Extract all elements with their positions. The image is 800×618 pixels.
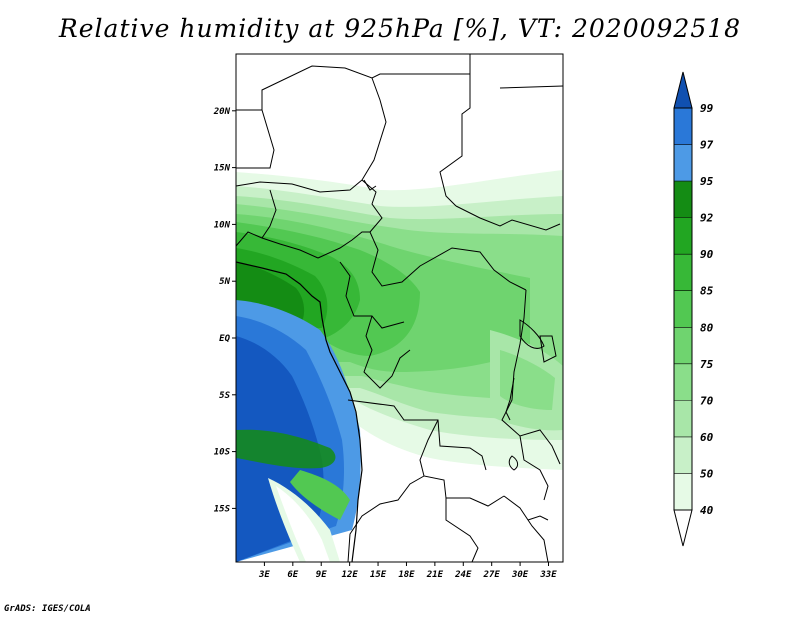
colorbar-label-9: 95 (700, 175, 714, 188)
lakes (363, 179, 557, 521)
coastline (235, 261, 363, 563)
colorbar-label-7: 90 (700, 248, 714, 261)
map-frame (235, 53, 564, 563)
lat-tick-label-7: 15S (214, 504, 231, 514)
lon-tick-label-7: 24E (454, 570, 472, 580)
colorbar: 40 50 60 70 75 80 85 90 92 95 97 99 (673, 71, 714, 547)
lon-tick-label-4: 15E (370, 570, 387, 580)
colorbar-label-10: 97 (700, 139, 714, 152)
chart-title: Relative humidity at 925hPa [%], VT: 202… (58, 14, 742, 43)
colorbar-segment-2 (674, 400, 692, 437)
lat-tick-label-2: 10N (214, 220, 231, 230)
colorbar-label-8: 92 (700, 212, 714, 225)
colorbar-label-1: 50 (700, 467, 714, 480)
colorbar-label-11: 99 (700, 102, 714, 115)
colorbar-label-3: 70 (700, 394, 714, 407)
colorbar-label-4: 75 (700, 358, 714, 371)
colorbar-segment-6 (674, 254, 692, 291)
lat-tick-label-5: 5S (219, 391, 230, 401)
colorbar-top-arrow (673, 71, 693, 109)
lon-tick-label-9: 30E (511, 570, 529, 580)
colorbar-segment-4 (674, 327, 692, 364)
colorbar-segment-1 (674, 436, 692, 474)
colorbar-segment-0 (674, 473, 692, 510)
lon-tick-label-5: 18E (398, 570, 415, 580)
lon-tick-label-1: 6E (287, 570, 298, 580)
lat-tick-label-0: 20N (213, 107, 231, 117)
latitude-axis: 20N 15N 10N 5N EQ 5S 10S 15S (213, 107, 236, 514)
colorbar-label-0: 40 (700, 504, 714, 517)
colorbar-label-2: 60 (700, 431, 714, 444)
country-borders (235, 54, 564, 563)
colorbar-segment-5 (674, 290, 692, 328)
lat-tick-label-1: 15N (214, 164, 231, 174)
humidity-field (236, 54, 563, 562)
lon-tick-label-2: 9E (316, 570, 327, 580)
colorbar-segment-9 (674, 144, 692, 182)
colorbar-segment-8 (674, 181, 692, 218)
lat-tick-label-6: 10S (214, 448, 231, 458)
lon-tick-label-10: 33E (539, 570, 557, 580)
lat-tick-label-3: 5N (219, 277, 230, 287)
footer-credit: GrADS: IGES/COLA (4, 604, 91, 614)
lon-tick-label-0: 3E (258, 570, 270, 580)
colorbar-segment-7 (674, 217, 692, 255)
lon-tick-label-8: 27E (483, 570, 501, 580)
lon-tick-label-3: 12E (342, 570, 359, 580)
longitude-axis: 3E 6E 9E 12E 15E 18E 21E 24E 27E 30E 33E (258, 562, 557, 580)
colorbar-label-5: 80 (700, 321, 714, 334)
colorbar-label-6: 85 (700, 285, 714, 298)
lat-tick-label-4: EQ (219, 334, 230, 344)
lon-tick-label-6: 21E (426, 570, 444, 580)
colorbar-segment-3 (674, 363, 692, 401)
colorbar-segment-10 (674, 108, 692, 145)
colorbar-bottom-arrow (673, 509, 693, 547)
